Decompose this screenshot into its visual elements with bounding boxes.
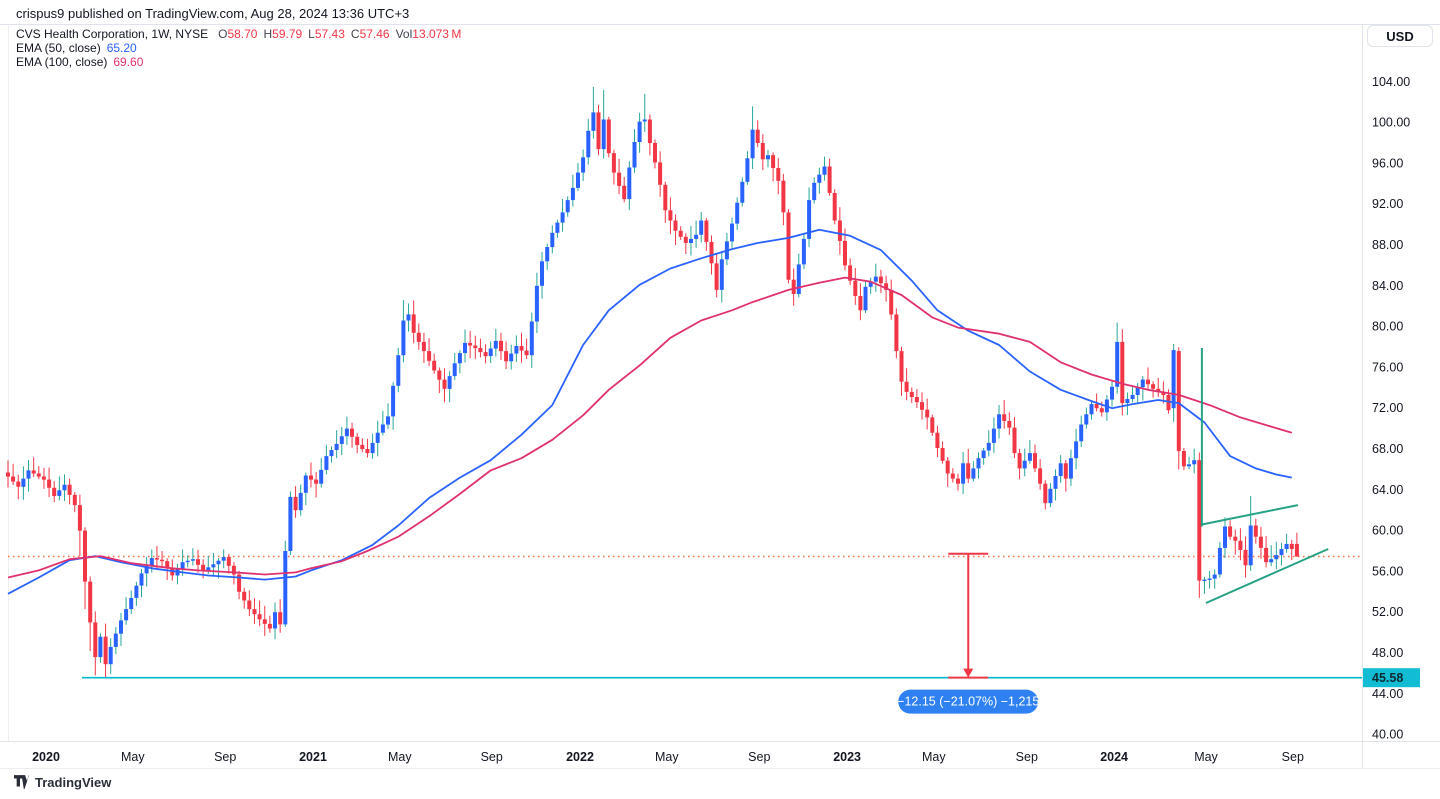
time-tick-label: Sep <box>214 750 236 764</box>
close-label: C <box>350 27 360 41</box>
ema100-legend-row: EMA (100, close) 69.60 <box>16 55 461 69</box>
price-tick-label: 40.00 <box>1372 728 1403 742</box>
footer-divider <box>0 768 1440 769</box>
time-tick-label: May <box>121 750 145 764</box>
time-tick-label: 2022 <box>566 750 594 764</box>
trendline-drawing-1[interactable] <box>1201 504 1299 526</box>
time-tick-label: Sep <box>1016 750 1038 764</box>
header-divider <box>0 24 1440 25</box>
time-axis-border <box>0 741 1440 742</box>
price-tick-label: 44.00 <box>1372 687 1403 701</box>
close-value: 57.46 <box>359 27 390 41</box>
symbol-ohlc-row: CVS Health Corporation, 1W, NYSE O58.70 H5… <box>16 27 461 41</box>
price-tick-label: 100.00 <box>1372 116 1410 130</box>
low-value: 57.43 <box>314 27 345 41</box>
price-tick-label: 80.00 <box>1372 320 1403 334</box>
time-tick-label: Sep <box>1282 750 1304 764</box>
time-tick-label: May <box>655 750 679 764</box>
time-tick-label: Sep <box>748 750 770 764</box>
tradingview-brand-label: TradingView <box>35 775 112 790</box>
currency-button[interactable]: USD <box>1367 25 1433 47</box>
svg-text:45.58: 45.58 <box>1372 671 1403 685</box>
measure-label-pill <box>898 689 1039 714</box>
ema50-value: 65.20 <box>106 41 137 55</box>
volume-label: Vol <box>395 27 413 41</box>
ema50-label: EMA (50, close) <box>16 41 101 55</box>
tradingview-brand[interactable]: TradingView <box>14 775 111 790</box>
trendline-drawing-2[interactable] <box>1205 548 1329 604</box>
symbol-title: CVS Health Corporation, 1W, NYSE <box>16 27 209 41</box>
volume-value: 13.073 M <box>412 27 462 41</box>
support-price-axis-label: 45.58 <box>1363 668 1420 688</box>
tradingview-logo-icon <box>14 775 30 790</box>
price-tick-label: 92.00 <box>1372 197 1403 211</box>
ema50-legend-row: EMA (50, close) 65.20 <box>16 41 461 55</box>
open-value: 58.70 <box>227 27 258 41</box>
chart-left-border <box>8 24 9 741</box>
ema100-label: EMA (100, close) <box>16 55 108 69</box>
price-tick-label: 104.00 <box>1372 75 1410 89</box>
price-tick-label: 84.00 <box>1372 279 1403 293</box>
high-label: H <box>263 27 273 41</box>
time-tick-label: 2020 <box>32 750 60 764</box>
chart-legend: CVS Health Corporation, 1W, NYSE O58.70 H5… <box>16 27 461 69</box>
publish-byline: crispus9 published on TradingView.com, A… <box>16 6 410 21</box>
price-tick-label: 76.00 <box>1372 360 1403 374</box>
price-tick-label: 60.00 <box>1372 524 1403 538</box>
price-tick-label: 48.00 <box>1372 646 1403 660</box>
price-tick-label: 68.00 <box>1372 442 1403 456</box>
ema100-value: 69.60 <box>113 55 144 69</box>
measure-tool[interactable]: −12.15 (−21.07%) −1,215 <box>897 552 1039 714</box>
time-tick-label: Sep <box>481 750 503 764</box>
price-tick-label: 56.00 <box>1372 564 1403 578</box>
price-tick-label: 52.00 <box>1372 605 1403 619</box>
price-tick-label: 72.00 <box>1372 401 1403 415</box>
measure-label: −12.15 (−21.07%) −1,215 <box>897 695 1039 709</box>
price-tick-label: 96.00 <box>1372 156 1403 170</box>
time-tick-label: May <box>1194 750 1218 764</box>
price-tick-label: 64.00 <box>1372 483 1403 497</box>
time-tick-label: May <box>922 750 946 764</box>
open-label: O <box>218 27 228 41</box>
time-tick-label: 2021 <box>299 750 327 764</box>
ema-50-line[interactable] <box>7 228 1292 595</box>
low-label: L <box>308 27 315 41</box>
ema-100-line[interactable] <box>7 276 1293 579</box>
time-tick-label: May <box>388 750 412 764</box>
price-tick-label: 88.00 <box>1372 238 1403 252</box>
price-axis-border <box>1362 24 1363 768</box>
high-value: 59.79 <box>272 27 303 41</box>
time-tick-label: 2024 <box>1100 750 1128 764</box>
time-tick-label: 2023 <box>833 750 861 764</box>
